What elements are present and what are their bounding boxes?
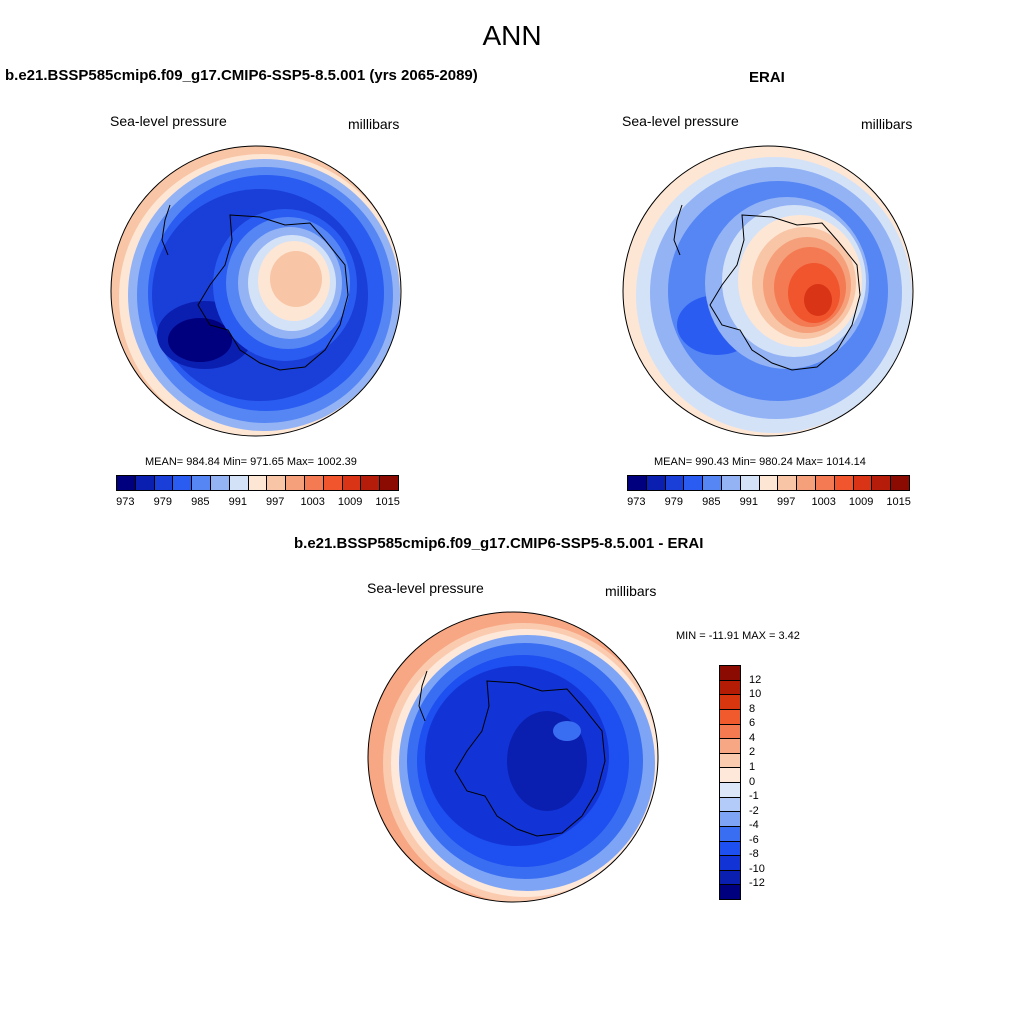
colorbar-tick-label: -4 bbox=[749, 819, 759, 832]
colorbar-tick-label: 985 bbox=[191, 496, 210, 508]
diff-colorbar-ticks: 12 10 8 6 4 2 1 0 -1 -2 -4 -6 -8 -10 -12 bbox=[749, 665, 789, 898]
colorbar-swatch bbox=[720, 856, 740, 871]
colorbar-tick-label: 997 bbox=[777, 496, 796, 508]
colorbar-swatch bbox=[248, 476, 268, 490]
colorbar-swatch bbox=[759, 476, 779, 490]
colorbar-tick-label: 991 bbox=[228, 496, 247, 508]
colorbar-swatch bbox=[154, 476, 174, 490]
model-colorbar-ticks: 973 979 985 991 997 1003 1009 1015 bbox=[116, 496, 400, 510]
colorbar-tick-label: -6 bbox=[749, 833, 759, 846]
colorbar-swatch bbox=[703, 476, 722, 490]
obs-polar-map bbox=[622, 145, 914, 437]
colorbar-swatch bbox=[646, 476, 666, 490]
colorbar-tick-label: 979 bbox=[153, 496, 173, 508]
colorbar-swatch bbox=[778, 476, 798, 490]
colorbar-tick-label: 1003 bbox=[300, 496, 325, 508]
colorbar-swatch bbox=[229, 476, 249, 490]
colorbar-swatch bbox=[872, 476, 892, 490]
colorbar-swatch bbox=[286, 476, 305, 490]
colorbar-tick-label: 10 bbox=[749, 688, 762, 701]
page-title: ANN bbox=[482, 20, 542, 51]
diff-stats: MIN = -11.91 MAX = 3.42 bbox=[676, 630, 800, 642]
colorbar-tick-label: 985 bbox=[702, 496, 721, 508]
colorbar-swatch bbox=[720, 841, 740, 857]
colorbar-tick-label: 1003 bbox=[811, 496, 836, 508]
obs-colorbar bbox=[627, 475, 910, 491]
obs-variable-label: Sea-level pressure bbox=[622, 113, 739, 129]
colorbar-tick-label: 1009 bbox=[848, 496, 874, 508]
colorbar-tick-label: 991 bbox=[739, 496, 758, 508]
colorbar-tick-label: 6 bbox=[749, 717, 756, 730]
colorbar-tick-label: 0 bbox=[749, 775, 756, 788]
colorbar-swatch bbox=[380, 476, 398, 490]
colorbar-swatch bbox=[720, 783, 740, 798]
obs-stats: MEAN= 990.43 Min= 980.24 Max= 1014.14 bbox=[654, 456, 866, 468]
diff-units-label: millibars bbox=[605, 583, 657, 599]
model-panel-title: b.e21.BSSP585cmip6.f09_g17.CMIP6-SSP5-8.… bbox=[5, 67, 478, 84]
colorbar-tick-label: 2 bbox=[749, 746, 756, 759]
model-polar-map bbox=[110, 145, 402, 437]
colorbar-swatch bbox=[720, 753, 740, 769]
colorbar-swatch bbox=[210, 476, 230, 490]
colorbar-swatch bbox=[891, 476, 909, 490]
colorbar-swatch bbox=[684, 476, 704, 490]
colorbar-swatch bbox=[135, 476, 155, 490]
model-colorbar bbox=[116, 475, 399, 491]
colorbar-swatch bbox=[361, 476, 381, 490]
colorbar-swatch bbox=[720, 826, 740, 842]
colorbar-swatch bbox=[720, 870, 740, 886]
colorbar-tick-label: 973 bbox=[116, 496, 135, 508]
colorbar-swatch bbox=[720, 680, 740, 696]
colorbar-swatch bbox=[720, 812, 740, 827]
colorbar-swatch bbox=[720, 695, 740, 710]
diff-colorbar bbox=[719, 665, 741, 900]
colorbar-swatch bbox=[740, 476, 760, 490]
colorbar-tick-label: 979 bbox=[664, 496, 684, 508]
colorbar-swatch bbox=[721, 476, 741, 490]
diff-variable-label: Sea-level pressure bbox=[367, 580, 484, 596]
colorbar-tick-label: 997 bbox=[266, 496, 285, 508]
colorbar-swatch bbox=[720, 739, 740, 754]
colorbar-swatch bbox=[720, 709, 740, 725]
colorbar-tick-label: 973 bbox=[627, 496, 646, 508]
colorbar-tick-label: 1015 bbox=[375, 496, 400, 508]
colorbar-tick-label: 1 bbox=[749, 760, 756, 773]
diff-panel-title: b.e21.BSSP585cmip6.f09_g17.CMIP6-SSP5-8.… bbox=[294, 535, 704, 552]
model-units-label: millibars bbox=[348, 116, 400, 132]
colorbar-tick-label: -10 bbox=[749, 862, 765, 875]
colorbar-tick-label: 1009 bbox=[337, 496, 363, 508]
colorbar-swatch bbox=[173, 476, 193, 490]
colorbar-swatch bbox=[834, 476, 854, 490]
colorbar-swatch bbox=[720, 885, 740, 899]
obs-panel-title: ERAI bbox=[749, 69, 785, 86]
colorbar-tick-label: -1 bbox=[749, 790, 759, 803]
colorbar-tick-label: 4 bbox=[749, 731, 756, 744]
colorbar-swatch bbox=[720, 666, 740, 681]
colorbar-tick-label: 12 bbox=[749, 673, 762, 686]
colorbar-swatch bbox=[267, 476, 287, 490]
colorbar-swatch bbox=[323, 476, 343, 490]
colorbar-swatch bbox=[720, 768, 740, 783]
colorbar-swatch bbox=[720, 797, 740, 813]
colorbar-tick-label: -12 bbox=[749, 877, 765, 890]
colorbar-swatch bbox=[117, 476, 136, 490]
colorbar-swatch bbox=[853, 476, 873, 490]
model-variable-label: Sea-level pressure bbox=[110, 113, 227, 129]
colorbar-tick-label: -8 bbox=[749, 848, 759, 861]
model-stats: MEAN= 984.84 Min= 971.65 Max= 1002.39 bbox=[145, 456, 357, 468]
colorbar-swatch bbox=[815, 476, 835, 490]
colorbar-swatch bbox=[797, 476, 816, 490]
colorbar-swatch bbox=[192, 476, 211, 490]
colorbar-swatch bbox=[304, 476, 324, 490]
colorbar-tick-label: 8 bbox=[749, 702, 756, 715]
obs-units-label: millibars bbox=[861, 116, 913, 132]
colorbar-swatch bbox=[628, 476, 647, 490]
colorbar-swatch bbox=[665, 476, 685, 490]
colorbar-swatch bbox=[342, 476, 362, 490]
colorbar-tick-label: -2 bbox=[749, 804, 759, 817]
colorbar-tick-label: 1015 bbox=[886, 496, 911, 508]
colorbar-swatch bbox=[720, 724, 740, 740]
obs-colorbar-ticks: 973 979 985 991 997 1003 1009 1015 bbox=[627, 496, 911, 510]
diff-polar-map bbox=[367, 611, 659, 903]
